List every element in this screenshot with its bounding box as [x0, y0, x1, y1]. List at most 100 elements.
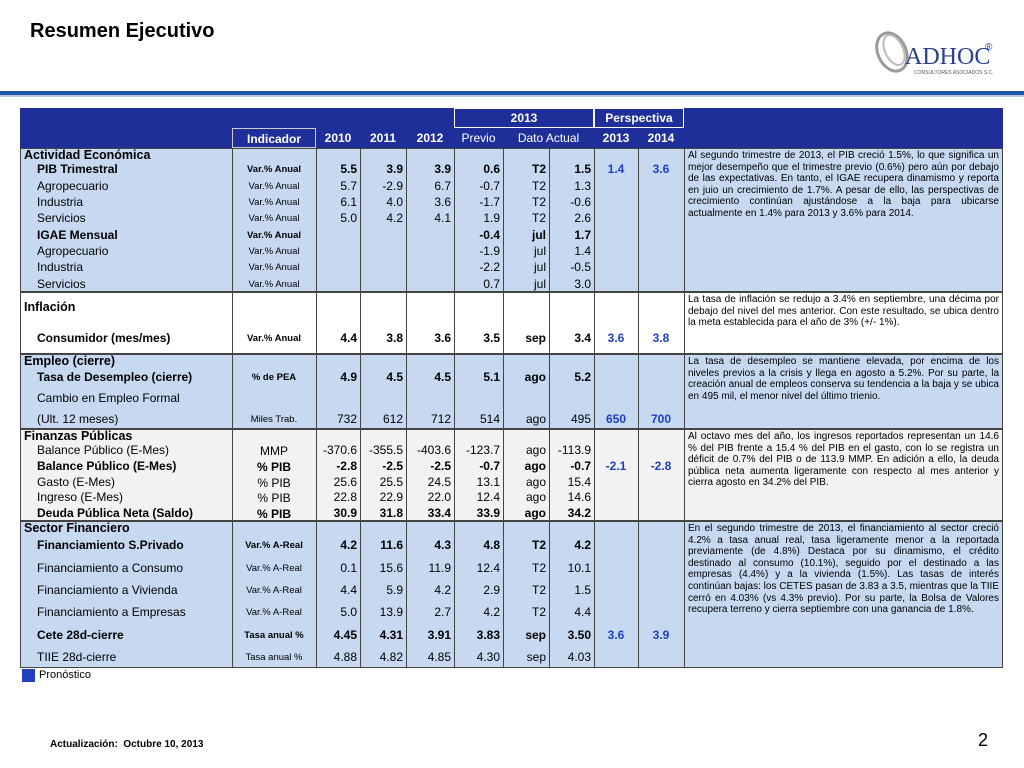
- row-value: 25.6: [333, 474, 357, 489]
- row-unit: Var.% A-Real: [246, 607, 302, 619]
- row-value: 5.9: [386, 582, 403, 597]
- row-value: -403.6: [416, 442, 451, 457]
- logo-icon: [875, 31, 909, 73]
- row-value: T2: [531, 560, 546, 575]
- row-value: 5.1: [483, 370, 500, 385]
- row-label: Tasa de Desempleo (cierre): [37, 370, 193, 385]
- row-value: 1.5: [574, 162, 591, 177]
- row-unit: Miles Trab.: [250, 413, 298, 425]
- row-label: Balance Público (E-Mes): [37, 458, 177, 473]
- row-unit: Var.% Anual: [246, 229, 302, 241]
- section-comment: La tasa de inflación se redujo a 3.4% en…: [688, 294, 999, 329]
- row-value: 4.8: [483, 538, 500, 553]
- row-value: sep: [525, 331, 546, 345]
- row-value: 514: [479, 411, 500, 426]
- row-value: T2: [531, 162, 546, 177]
- row-label: Balance Público (E-Mes): [37, 442, 170, 457]
- row-value: 4.5: [434, 370, 451, 385]
- row-label: PIB Trimestral: [37, 162, 118, 177]
- row-unit: Var.% Anual: [248, 278, 300, 290]
- row-value: 31.8: [379, 506, 403, 521]
- row-value: 2.9: [483, 582, 500, 597]
- row-label: Financiamiento S.Privado: [37, 538, 184, 553]
- column-rule: [503, 292, 504, 354]
- row-value: T2: [531, 211, 546, 226]
- legend-swatch: [22, 669, 35, 682]
- row-value: 22.0: [427, 490, 451, 505]
- row-unit: % PIB: [256, 459, 291, 474]
- column-rule: [360, 354, 361, 429]
- column-rule: [232, 148, 233, 292]
- row-value: 4.2: [340, 538, 357, 553]
- column-rule: [549, 354, 550, 429]
- row-value: 3.9: [386, 162, 403, 177]
- row-value: 4.2: [434, 582, 451, 597]
- column-header: 2010: [324, 131, 352, 145]
- row-label: Consumidor (mes/mes): [37, 331, 171, 345]
- row-value: -0.6: [570, 194, 591, 209]
- row-value: 1.4: [574, 244, 591, 259]
- row-value: sep: [526, 649, 546, 664]
- column-rule: [454, 429, 455, 521]
- column-rule: [316, 429, 317, 521]
- row-label: Financiamiento a Consumo: [37, 560, 184, 575]
- row-value: jul: [533, 244, 546, 259]
- row-value: 3.91: [427, 627, 451, 642]
- header-rule: [0, 91, 1024, 95]
- row-value: 612: [382, 411, 403, 426]
- row-unit: Var.% Anual: [248, 246, 300, 258]
- column-rule: [638, 292, 639, 354]
- row-value: -0.7: [570, 458, 591, 473]
- row-value: -370.6: [322, 442, 357, 457]
- column-rule: [684, 292, 685, 354]
- row-value: ago: [525, 490, 546, 505]
- column-rule: [406, 148, 407, 292]
- row-label: Agropecuario: [37, 178, 109, 193]
- row-value: 4.0: [386, 194, 403, 209]
- row-value: 4.5: [386, 370, 403, 385]
- row-unit: Var.% Anual: [248, 196, 300, 208]
- column-rule: [406, 292, 407, 354]
- row-value: 495: [570, 411, 591, 426]
- row-value: jul: [533, 260, 546, 275]
- row-value: 3.8: [386, 331, 403, 345]
- row-value: 34.2: [567, 506, 591, 521]
- column-rule: [454, 354, 455, 429]
- row-value: -0.7: [479, 178, 500, 193]
- logo-text: ADHOC: [905, 44, 991, 70]
- row-unit: % PIB: [257, 475, 291, 490]
- row-value: 11.9: [428, 560, 451, 575]
- row-value: ago: [524, 458, 546, 473]
- row-label: (Ult. 12 meses): [37, 411, 119, 426]
- row-label: Financiamiento a Vivienda: [37, 582, 178, 597]
- row-value: 5.2: [574, 370, 591, 385]
- row-value: 4.2: [574, 538, 591, 553]
- row-value: 0.1: [340, 560, 357, 575]
- column-rule: [360, 148, 361, 292]
- row-value: T2: [531, 194, 546, 209]
- row-value: 3.50: [567, 627, 591, 642]
- section-band: [20, 354, 1003, 429]
- row-value: 33.4: [427, 506, 451, 521]
- column-header: Indicador: [232, 128, 316, 148]
- row-unit: Var.% A-Real: [245, 540, 303, 552]
- section-title: Actividad Económica: [24, 148, 151, 162]
- forecast-value: 1.4: [607, 162, 625, 177]
- column-rule: [684, 148, 685, 292]
- column-rule: [406, 429, 407, 521]
- logo-subtitle: CONSULTORES ASOCIADOS S.C.: [914, 70, 994, 76]
- column-rule: [549, 292, 550, 354]
- row-value: 5.5: [340, 162, 357, 177]
- forecast-value: 650: [605, 411, 627, 426]
- row-value: 1.3: [574, 178, 591, 193]
- row-label: Servicios: [37, 276, 86, 291]
- column-header: 2014: [647, 131, 675, 145]
- column-rule: [406, 521, 407, 668]
- row-value: 5.0: [340, 211, 357, 226]
- column-rule: [594, 292, 595, 354]
- header-rule-light: [0, 95, 1024, 97]
- column-rule: [549, 429, 550, 521]
- row-value: -2.5: [382, 458, 403, 473]
- row-value: 4.30: [476, 649, 500, 664]
